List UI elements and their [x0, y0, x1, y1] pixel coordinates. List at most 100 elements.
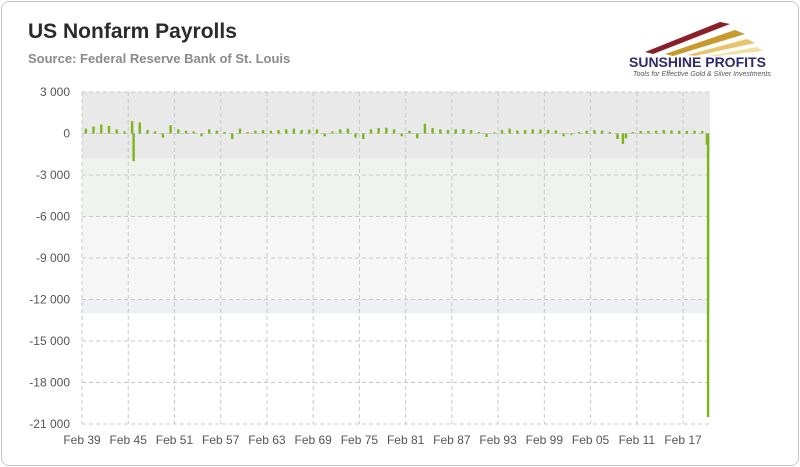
payroll-bar [130, 121, 134, 134]
payroll-bar [624, 133, 628, 139]
payroll-bar [462, 129, 465, 134]
payroll-bar [546, 129, 550, 134]
payroll-bar [223, 132, 226, 134]
payroll-bar [177, 129, 180, 134]
payroll-bar [531, 129, 534, 134]
payroll-bar [500, 130, 504, 134]
payroll-bar [100, 124, 103, 134]
payroll-bar [292, 128, 296, 134]
payroll-bar [662, 130, 665, 134]
payroll-bar [138, 122, 141, 134]
payroll-bar [84, 128, 88, 134]
payroll-bar [570, 133, 573, 135]
payroll-bar [154, 131, 157, 134]
x-tick-label: Feb 45 [110, 433, 148, 447]
payroll-bar [231, 133, 234, 140]
band-upper [82, 158, 710, 217]
payroll-bar [308, 129, 311, 134]
y-tick-label: -9 000 [36, 251, 70, 265]
x-tick-label: Feb 69 [294, 433, 332, 447]
payroll-bar [161, 133, 165, 138]
payroll-bar [631, 132, 635, 134]
payroll-bar [608, 132, 612, 134]
payroll-bar [562, 133, 565, 137]
payroll-bar [621, 133, 625, 144]
payroll-bar [284, 129, 288, 134]
y-tick-label: -21 000 [29, 417, 70, 431]
payroll-bar [431, 127, 434, 134]
payroll-bar [362, 133, 365, 140]
x-tick-label: Feb 87 [433, 433, 471, 447]
payroll-bar [323, 133, 326, 137]
payroll-bar [123, 131, 126, 134]
x-tick-label: Feb 05 [572, 433, 610, 447]
band-top [82, 92, 710, 159]
payroll-bar [477, 132, 481, 134]
x-tick-label: Feb 11 [619, 433, 656, 447]
band-middle [82, 216, 710, 300]
payroll-bar [300, 130, 303, 134]
x-tick-label: Feb 75 [341, 433, 379, 447]
payroll-bar [677, 130, 681, 134]
payroll-bar [593, 130, 596, 134]
payroll-bar [554, 130, 558, 134]
sunshine-rays-icon [645, 22, 763, 56]
payroll-bar [132, 133, 135, 162]
payroll-bar [647, 131, 650, 134]
vertical-gridlines [81, 92, 684, 424]
payroll-bar [238, 128, 242, 134]
payroll-bar [415, 133, 419, 139]
payroll-bar [585, 130, 588, 134]
brand-tagline: Tools for Effective Gold & Silver Invest… [633, 71, 771, 78]
payroll-bar [354, 133, 357, 138]
payroll-bar [315, 129, 319, 134]
payroll-bar [423, 123, 427, 134]
payroll-bar [539, 129, 542, 134]
chart-title: US Nonfarm Payrolls [28, 20, 237, 43]
payroll-bar [485, 133, 488, 137]
payroll-bar [616, 133, 619, 140]
payroll-bar [369, 129, 373, 134]
payroll-bar [493, 132, 496, 134]
payroll-bar [269, 130, 272, 134]
x-tick-label: Feb 99 [526, 433, 564, 447]
y-tick-label: -12 000 [29, 293, 70, 307]
payroll-bar [685, 131, 689, 134]
band-lower [82, 299, 710, 314]
x-tick-label: Feb 57 [202, 433, 240, 447]
payroll-bar [192, 131, 195, 134]
x-tick-label: Feb 39 [63, 433, 101, 447]
payroll-bar [670, 130, 673, 134]
payroll-bar [338, 129, 342, 134]
payroll-bar [577, 132, 581, 134]
payroll-bar [400, 133, 403, 137]
x-tick-label: Feb 17 [664, 433, 702, 447]
payroll-bar [200, 133, 203, 137]
payroll-bar [516, 130, 519, 134]
payroll-bar [92, 126, 95, 134]
payroll-bar [246, 132, 249, 134]
payroll-bar [215, 130, 219, 134]
y-tick-label: -18 000 [29, 376, 70, 390]
payroll-bar [184, 130, 188, 134]
background-bands [82, 92, 710, 314]
payroll-bar [385, 127, 388, 134]
x-tick-label: Feb 51 [156, 433, 194, 447]
x-tick-label: Feb 93 [479, 433, 517, 447]
payroll-bar [454, 129, 457, 134]
chart-source: Source: Federal Reserve Bank of St. Loui… [28, 51, 291, 66]
y-tick-label: 3 000 [40, 85, 70, 99]
y-tick-label: -6 000 [36, 210, 70, 224]
brand-name: SUNSHINE PROFITS [629, 54, 766, 70]
y-axis-tick-labels: 3 000 0 -3 000 -6 000 -9 000 -12 000 -15 000 -1… [29, 85, 70, 431]
payroll-bar [107, 125, 111, 134]
payroll-bar [508, 128, 511, 134]
payroll-bar [523, 130, 527, 134]
payroll-bar [115, 129, 118, 134]
payroll-bar [654, 130, 658, 134]
payroll-bar [331, 131, 334, 134]
x-axis-tick-labels: Feb 39 Feb 45 Feb 51 Feb 57 Feb 63 Feb 69 Feb … [63, 433, 702, 447]
payroll-bar [446, 130, 450, 134]
payroll-bar [408, 130, 411, 134]
payroll-bar [469, 130, 473, 134]
